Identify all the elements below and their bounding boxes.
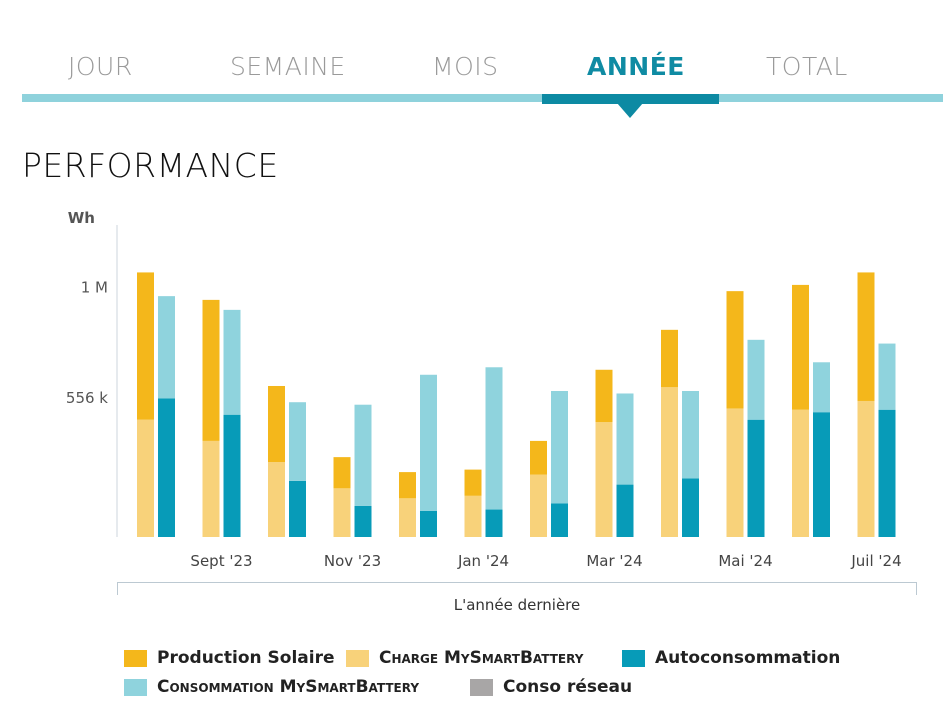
bar-segment[interactable] — [747, 339, 765, 420]
bar-segment[interactable] — [485, 367, 503, 510]
x-axis-title: L'année dernière — [454, 596, 581, 614]
bar-segment[interactable] — [682, 390, 699, 479]
bar-segment[interactable] — [530, 474, 547, 537]
bar-segment[interactable] — [464, 469, 482, 496]
bar-segment[interactable] — [464, 495, 482, 537]
bar-segment[interactable] — [616, 393, 634, 485]
bar-segment[interactable] — [595, 369, 613, 423]
legend-label: Charge MySmartBattery — [379, 648, 583, 668]
bar-segment[interactable] — [354, 505, 372, 537]
bar-segment[interactable] — [616, 484, 634, 537]
bar-segment[interactable] — [792, 409, 809, 537]
bar-segment[interactable] — [813, 412, 830, 537]
bar-segment[interactable] — [202, 440, 220, 537]
tab-semaine[interactable]: SEMAINE — [230, 52, 346, 81]
bar-segment[interactable] — [268, 462, 285, 537]
bar-segment[interactable] — [857, 400, 875, 537]
bar-segment[interactable] — [354, 404, 372, 506]
bar-segment[interactable] — [333, 457, 351, 489]
legend-item-charge[interactable]: Charge MySmartBattery — [346, 648, 583, 668]
legend-swatch-production — [124, 649, 147, 667]
bar-segment[interactable] — [551, 503, 568, 537]
y-tick-label: 1 M — [81, 278, 108, 296]
bar-segment[interactable] — [878, 409, 896, 537]
tab-bar — [22, 94, 943, 102]
x-axis-ticks: Sept '23 Nov '23 Jan '24 Mar '24 Mai '24 Juil… — [190, 552, 901, 570]
x-tick-label: Sept '23 — [190, 552, 252, 570]
tab-jour[interactable]: JOUR — [68, 52, 133, 81]
tab-annee[interactable]: ANNÉE — [587, 52, 685, 81]
legend-label: Conso réseau — [503, 677, 633, 697]
period-tabs: JOUR SEMAINE MOIS ANNÉE TOTAL — [0, 0, 943, 120]
bar-segment[interactable] — [661, 387, 678, 537]
x-tick-label: Juil '24 — [850, 552, 901, 570]
performance-chart: Wh 1 M 556 k Sept '23 Nov '23 Jan '24 Mar '2… — [66, 209, 917, 614]
bar-segment[interactable] — [661, 329, 678, 388]
bar-segment[interactable] — [485, 509, 503, 537]
legend-label: Consommation MySmartBattery — [157, 677, 420, 697]
bar-segment[interactable] — [857, 272, 875, 401]
bar-segment[interactable] — [399, 472, 416, 499]
legend-swatch-charge — [346, 649, 369, 667]
legend-swatch-conso-reseau — [470, 678, 493, 696]
bars — [137, 272, 896, 537]
bar-segment[interactable] — [813, 362, 830, 413]
active-tab-arrow-icon — [617, 103, 643, 118]
bar-segment[interactable] — [792, 284, 809, 410]
bar-segment[interactable] — [595, 422, 613, 537]
bar-segment[interactable] — [137, 272, 154, 420]
bar-segment[interactable] — [530, 440, 547, 475]
legend-item-conso-reseau[interactable]: Conso réseau — [470, 677, 632, 697]
bar-segment[interactable] — [682, 478, 699, 537]
bar-segment[interactable] — [289, 480, 306, 537]
x-tick-label: Jan '24 — [457, 552, 509, 570]
x-tick-label: Nov '23 — [324, 552, 381, 570]
bar-segment[interactable] — [399, 498, 416, 537]
bar-segment[interactable] — [420, 374, 437, 511]
legend-label: Autoconsommation — [655, 648, 841, 668]
legend-swatch-autoconso — [622, 649, 645, 667]
legend-label: Production Solaire — [157, 648, 335, 668]
bar-segment[interactable] — [223, 309, 241, 415]
legend-item-conso-battery[interactable]: Consommation MySmartBattery — [124, 677, 419, 697]
bar-segment[interactable] — [726, 408, 744, 537]
legend-label-text: Charge MySmartBattery — [379, 648, 584, 668]
navigator-bracket — [117, 582, 917, 595]
bar-segment[interactable] — [551, 390, 568, 504]
bar-segment[interactable] — [333, 488, 351, 537]
bar-segment[interactable] — [726, 291, 744, 409]
bar-segment[interactable] — [420, 510, 437, 537]
bar-segment[interactable] — [289, 402, 306, 481]
tab-total[interactable]: TOTAL — [766, 52, 848, 81]
bar-segment[interactable] — [268, 385, 285, 463]
legend-item-autoconso[interactable]: Autoconsommation — [622, 648, 840, 668]
x-tick-label: Mar '24 — [586, 552, 642, 570]
bar-segment[interactable] — [158, 296, 175, 399]
legend-item-production[interactable]: Production Solaire — [124, 648, 335, 668]
bar-segment[interactable] — [137, 419, 154, 537]
y-axis-ticks: 1 M 556 k — [66, 278, 108, 407]
bar-segment[interactable] — [747, 419, 765, 537]
x-tick-label: Mai '24 — [718, 552, 772, 570]
bar-segment[interactable] — [878, 343, 896, 410]
legend-swatch-conso-battery — [124, 678, 147, 696]
y-axis-unit: Wh — [68, 209, 95, 227]
active-tab-indicator — [542, 94, 719, 104]
tab-mois[interactable]: MOIS — [432, 52, 499, 81]
bar-segment[interactable] — [223, 414, 241, 537]
page-title: PERFORMANCE — [22, 146, 279, 185]
bar-segment[interactable] — [158, 398, 175, 537]
y-tick-label: 556 k — [66, 389, 108, 407]
bar-segment[interactable] — [202, 299, 220, 441]
